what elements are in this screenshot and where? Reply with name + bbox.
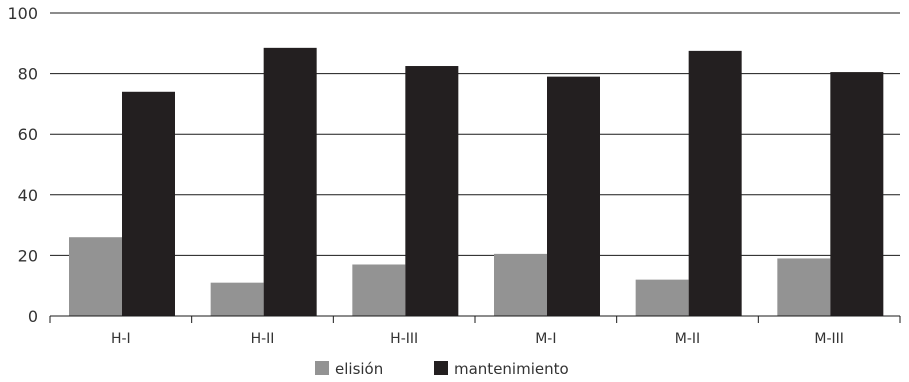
- bar-elision: [635, 279, 689, 316]
- bar-mantenimiento: [122, 91, 175, 316]
- bar-elision: [210, 282, 264, 316]
- legend-swatch-mantenimiento: [434, 361, 448, 375]
- x-axis-labels: H-I H-II H-III M-I M-II M-III: [111, 331, 844, 347]
- legend-label-mantenimiento: mantenimiento: [454, 360, 569, 378]
- y-tick-label: 0: [28, 307, 38, 326]
- x-tick-label: M-II: [675, 331, 700, 347]
- grid-lines: [50, 12, 900, 256]
- legend: elisión mantenimiento: [315, 360, 569, 378]
- x-tick-label: M-III: [814, 331, 844, 347]
- x-axis: [49, 315, 901, 323]
- y-tick-label: 20: [18, 246, 38, 265]
- bar-mantenimiento: [405, 66, 459, 317]
- bar-elision: [352, 264, 406, 316]
- y-tick-label: 60: [18, 125, 38, 144]
- y-tick-label: 80: [18, 65, 38, 84]
- bar-mantenimiento: [830, 72, 884, 317]
- bar-elision: [777, 258, 831, 316]
- bar-elision: [69, 237, 122, 316]
- x-tick-label: H-II: [251, 331, 275, 347]
- bars: [69, 47, 884, 317]
- bar-elision: [494, 253, 547, 316]
- legend-swatch-elision: [315, 361, 329, 375]
- y-axis-labels: 0 20 40 60 80 100: [7, 4, 38, 326]
- bar-mantenimiento: [547, 76, 600, 316]
- x-tick-label: H-III: [390, 331, 418, 347]
- x-tick-label: M-I: [535, 331, 556, 347]
- y-tick-label: 100: [7, 4, 38, 23]
- bar-mantenimiento: [263, 47, 317, 316]
- y-tick-label: 40: [18, 186, 38, 205]
- legend-label-elision: elisión: [335, 360, 383, 378]
- x-tick-label: H-I: [111, 331, 131, 347]
- bar-mantenimiento: [688, 50, 742, 316]
